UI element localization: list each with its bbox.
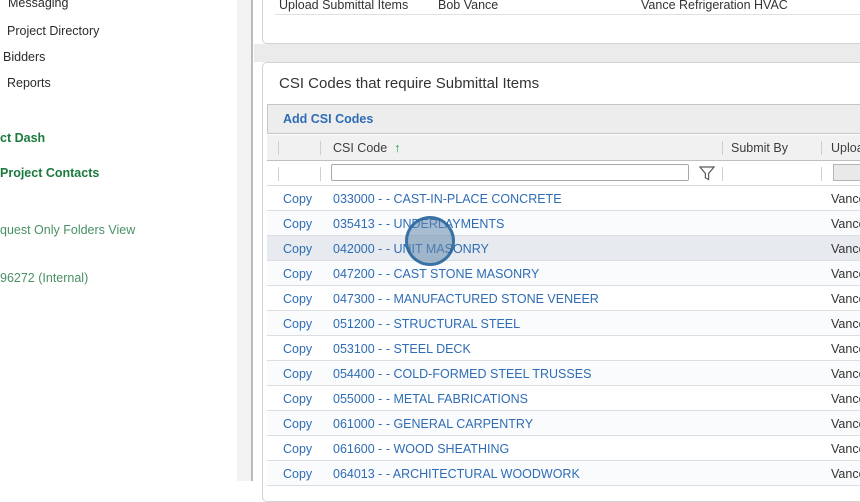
click-indicator-circle	[405, 216, 455, 266]
table-row: Copy 051200 - - STRUCTURAL STEEL Vance	[267, 311, 860, 336]
table-row: Copy 035413 - - UNDERLAYMENTS Vance	[267, 211, 860, 236]
csi-code-filter-input[interactable]	[331, 164, 689, 181]
filter-funnel-icon[interactable]	[699, 166, 715, 181]
column-divider	[722, 141, 723, 155]
table-row: Copy 054400 - - COLD-FORMED STEEL TRUSSE…	[267, 361, 860, 386]
panel-title: CSI Codes that require Submittal Items	[279, 75, 540, 92]
copy-link[interactable]: Copy	[283, 292, 313, 306]
upload-submittal-items-panel: Upload Submittal Items Bob Vance Vance R…	[262, 0, 860, 44]
csi-code-link[interactable]: 053100 - - STEEL DECK	[333, 342, 471, 356]
table-row: Copy 047200 - - CAST STONE MASONRY Vance	[267, 261, 860, 286]
column-divider	[320, 167, 321, 181]
sidebar-item-request-only-folders-view[interactable]: quest Only Folders View	[0, 223, 136, 237]
copy-link[interactable]: Copy	[283, 242, 313, 256]
table-row: Copy 061000 - - GENERAL CARPENTRY Vance	[267, 411, 860, 436]
upload-cell: Vance	[831, 367, 860, 381]
csi-code-link[interactable]: 054400 - - COLD-FORMED STEEL TRUSSES	[333, 367, 592, 381]
csi-code-link[interactable]: 061000 - - GENERAL CARPENTRY	[333, 417, 534, 431]
copy-link[interactable]: Copy	[283, 267, 313, 281]
copy-link[interactable]: Copy	[283, 467, 313, 481]
csi-code-link[interactable]: 051200 - - STRUCTURAL STEEL	[333, 317, 521, 331]
sidebar-item-reports[interactable]: Reports	[7, 76, 51, 90]
upload-submittal-items-cell: Upload Submittal Items	[279, 0, 409, 12]
header-csi-code-label: CSI Code	[333, 141, 388, 155]
csi-code-link[interactable]: 033000 - - CAST-IN-PLACE CONCRETE	[333, 192, 562, 206]
submit-by-cell: Bob Vance	[438, 0, 499, 12]
upload-cell: Vance	[831, 267, 860, 281]
copy-link[interactable]: Copy	[283, 317, 313, 331]
table-row: Copy 047300 - - MANUFACTURED STONE VENEE…	[267, 286, 860, 311]
sidebar-item-bidders[interactable]: Bidders	[3, 50, 46, 64]
table-filter-row	[267, 161, 860, 186]
table-row: Copy 053100 - - STEEL DECK Vance	[267, 336, 860, 361]
table-row: Copy 061600 - - WOOD SHEATHING Vance	[267, 436, 860, 461]
header-upload[interactable]: Upload	[831, 141, 860, 155]
copy-link[interactable]: Copy	[283, 342, 313, 356]
table-body: Copy 033000 - - CAST-IN-PLACE CONCRETE V…	[267, 186, 860, 486]
left-sidebar: Messaging Project Directory Bidders Repo…	[0, 0, 237, 481]
copy-link[interactable]: Copy	[283, 392, 313, 406]
column-divider	[722, 167, 723, 181]
column-divider	[821, 141, 822, 155]
table-row: Copy 064013 - - ARCHITECTURAL WOODWORK V…	[267, 461, 860, 486]
column-divider	[278, 167, 279, 181]
sidebar-item-messaging[interactable]: Messaging	[8, 0, 69, 10]
upload-cell: Vance	[831, 192, 860, 206]
table-row: Copy 033000 - - CAST-IN-PLACE CONCRETE V…	[267, 186, 860, 211]
upload-cell: Vance	[831, 342, 860, 356]
upload-cell: Vance	[831, 217, 860, 231]
upload-cell: Vance	[831, 317, 860, 331]
copy-link[interactable]: Copy	[283, 367, 313, 381]
csi-code-link[interactable]: 047300 - - MANUFACTURED STONE VENEER	[333, 292, 599, 306]
header-csi-code[interactable]: CSI Code ↑	[333, 141, 400, 155]
sidebar-item-internal-number[interactable]: 96272 (Internal)	[0, 271, 89, 285]
copy-link[interactable]: Copy	[283, 217, 313, 231]
column-divider	[278, 141, 279, 155]
copy-link[interactable]: Copy	[283, 192, 313, 206]
sidebar-item-project-dash[interactable]: ct Dash	[0, 131, 46, 145]
sidebar-item-project-contacts[interactable]: Project Contacts	[0, 166, 100, 180]
upload-filter-box[interactable]	[833, 164, 860, 181]
csi-code-link[interactable]: 047200 - - CAST STONE MASONRY	[333, 267, 540, 281]
csi-code-link[interactable]: 055000 - - METAL FABRICATIONS	[333, 392, 528, 406]
column-divider	[320, 141, 321, 155]
upload-cell: Vance	[831, 242, 860, 256]
panel-gap	[254, 44, 860, 62]
upload-cell: Vance	[831, 467, 860, 481]
column-divider	[821, 167, 822, 181]
header-submit-by[interactable]: Submit By	[731, 141, 788, 155]
table-row: Copy 055000 - - METAL FABRICATIONS Vance	[267, 386, 860, 411]
add-csi-codes-button[interactable]: Add CSI Codes	[283, 112, 374, 126]
upload-cell: Vance	[831, 392, 860, 406]
copy-link[interactable]: Copy	[283, 442, 313, 456]
csi-code-link[interactable]: 064013 - - ARCHITECTURAL WOODWORK	[333, 467, 580, 481]
sort-ascending-icon: ↑	[394, 141, 401, 155]
table-toolbar: Add CSI Codes	[267, 104, 860, 134]
upload-cell: Vance	[831, 442, 860, 456]
csi-codes-panel: CSI Codes that require Submittal Items A…	[262, 62, 860, 502]
table-header-row: CSI Code ↑ Submit By Upload	[267, 135, 860, 161]
upload-cell: Vance	[831, 417, 860, 431]
panel-separator	[275, 14, 860, 15]
sidebar-divider	[237, 0, 253, 481]
csi-code-link[interactable]: 061600 - - WOOD SHEATHING	[333, 442, 510, 456]
upload-contact-cell: Vance Refrigeration HVAC	[641, 0, 788, 12]
table-row: Copy 042000 - - UNIT MASONRY Vance	[267, 236, 860, 261]
upload-cell: Vance	[831, 292, 860, 306]
copy-link[interactable]: Copy	[283, 417, 313, 431]
sidebar-item-project-directory[interactable]: Project Directory	[7, 24, 100, 38]
